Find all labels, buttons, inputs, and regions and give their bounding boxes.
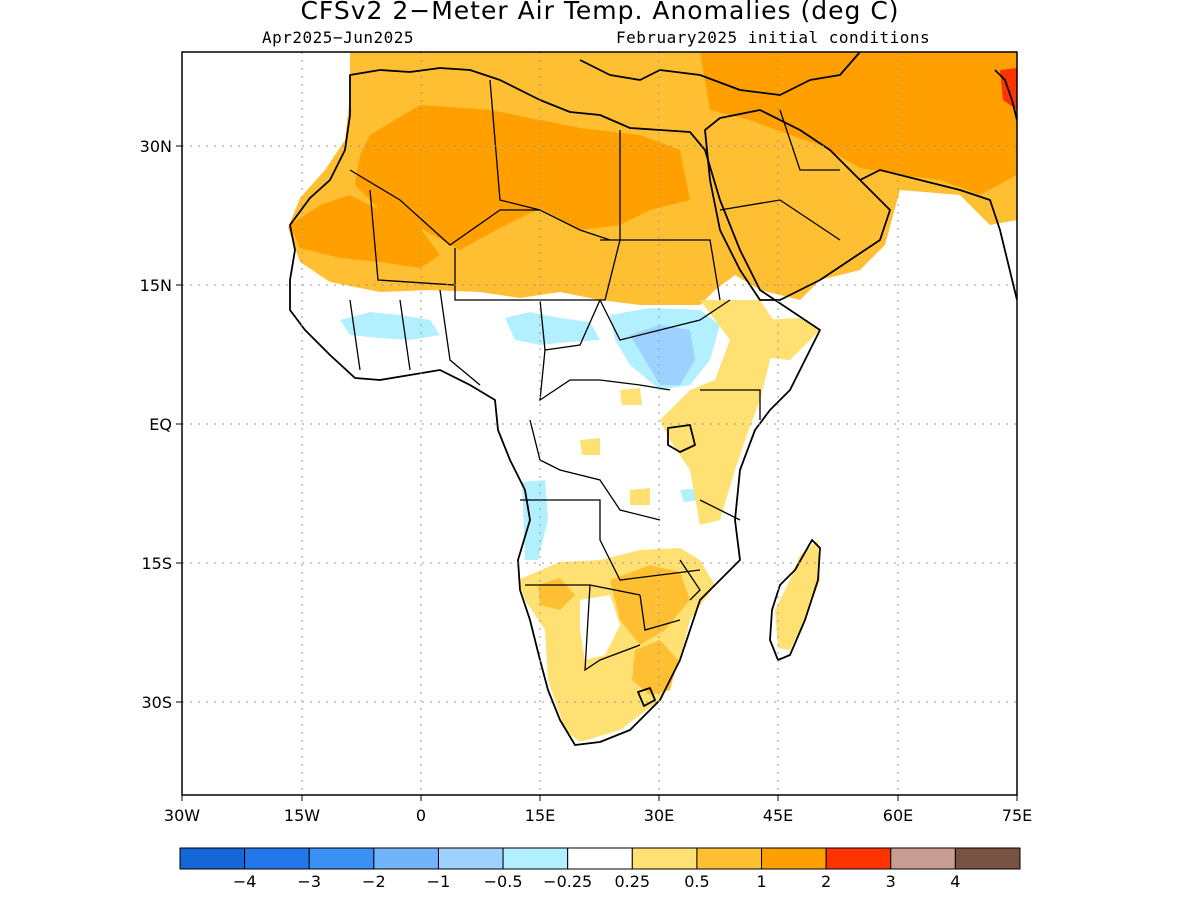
arabia-coastline (704, 109, 891, 301)
warm-anomaly-east-africa (660, 300, 780, 525)
colorbar-label: −2 (362, 872, 386, 891)
anomaly-0.5-1-southern-africa (610, 565, 690, 645)
cool-anomaly-central (505, 312, 600, 345)
lon-label: 0 (416, 806, 426, 825)
colorbar-swatch (437, 847, 504, 870)
lake-victoria (667, 424, 696, 453)
white-gap-southern-africa (580, 595, 620, 660)
cool-anomaly-west-africa (340, 312, 440, 340)
lesotho (637, 687, 656, 707)
lon-label: 15W (284, 806, 320, 825)
anomaly-1-2-west-sahara (290, 195, 440, 268)
warm-anomaly-madagascar (775, 540, 820, 650)
anomaly-0.5-1-namibia (538, 578, 575, 610)
africa-coastline (289, 67, 821, 746)
anomaly-1-2-sahara (355, 105, 690, 250)
forecast-period: Apr2025−Jun2025 (262, 28, 414, 47)
colorbar-swatch (373, 847, 439, 870)
longitude-labels: 30W 15W 0 15E 30E 45E 60E 75E (164, 806, 1032, 825)
axis-ticks (176, 145, 1018, 801)
lon-label: 15E (525, 806, 555, 825)
borders (349, 79, 841, 672)
colorbar-swatch (502, 847, 569, 870)
colorbar-label: −3 (297, 872, 321, 891)
colorbar-swatch (954, 847, 1021, 870)
cold-anomaly-south-sudan (630, 325, 695, 385)
gridlines (182, 52, 1017, 795)
colorbar-swatch (567, 847, 633, 870)
latitude-labels: 30N 15N EQ 15S 30S (140, 137, 172, 712)
lon-label: 75E (1002, 806, 1032, 825)
lon-label: 60E (883, 806, 913, 825)
colorbar-label: −0.5 (484, 872, 523, 891)
anomaly-0.5-1-south-africa (632, 640, 678, 695)
map-title: CFSv2 2−Meter Air Temp. Anomalies (deg C… (300, 0, 900, 25)
colorbar-label: 0.25 (614, 872, 650, 891)
iran-coastline (859, 169, 1017, 301)
lat-label: 15N (140, 276, 172, 295)
lat-label: 30S (141, 693, 172, 712)
colorbar-label: 4 (950, 872, 960, 891)
colorbar-label: 1 (756, 872, 766, 891)
lat-label: 30N (140, 137, 172, 156)
colorbar-swatch (825, 847, 892, 870)
warm-anomaly-horn (760, 318, 820, 360)
coastlines (289, 52, 1017, 746)
colorbar-swatch (761, 847, 827, 870)
lon-label: 30W (164, 806, 200, 825)
lat-label: EQ (149, 415, 172, 434)
colorbar: −4 −3 −2 −1 −0.5 −0.25 0.25 0.5 1 2 3 4 (179, 847, 1021, 891)
lon-label: 30E (644, 806, 674, 825)
colorbar-swatch (308, 847, 375, 870)
colorbar-swatch (631, 847, 698, 870)
initial-conditions-label: February2025 initial conditions (616, 28, 931, 47)
colorbar-label: 0.5 (684, 872, 709, 891)
colorbar-label: 2 (821, 872, 831, 891)
colorbar-label: −0.25 (543, 872, 592, 891)
colorbar-swatch (696, 847, 763, 870)
colorbar-label: 3 (886, 872, 896, 891)
map-content (288, 52, 1017, 746)
mediterranean-north-coast (579, 52, 861, 96)
lat-label: 15S (141, 554, 172, 573)
colorbar-label: −1 (427, 872, 451, 891)
colorbar-label: −4 (233, 872, 257, 891)
colorbar-swatch (179, 847, 246, 870)
colorbar-swatch (244, 847, 310, 870)
anomaly-1-2-middle-east (700, 52, 1017, 195)
warm-anomaly-congo (580, 388, 650, 505)
lon-label: 45E (763, 806, 793, 825)
colorbar-swatch (890, 847, 956, 870)
caspian-coast (994, 69, 1017, 121)
